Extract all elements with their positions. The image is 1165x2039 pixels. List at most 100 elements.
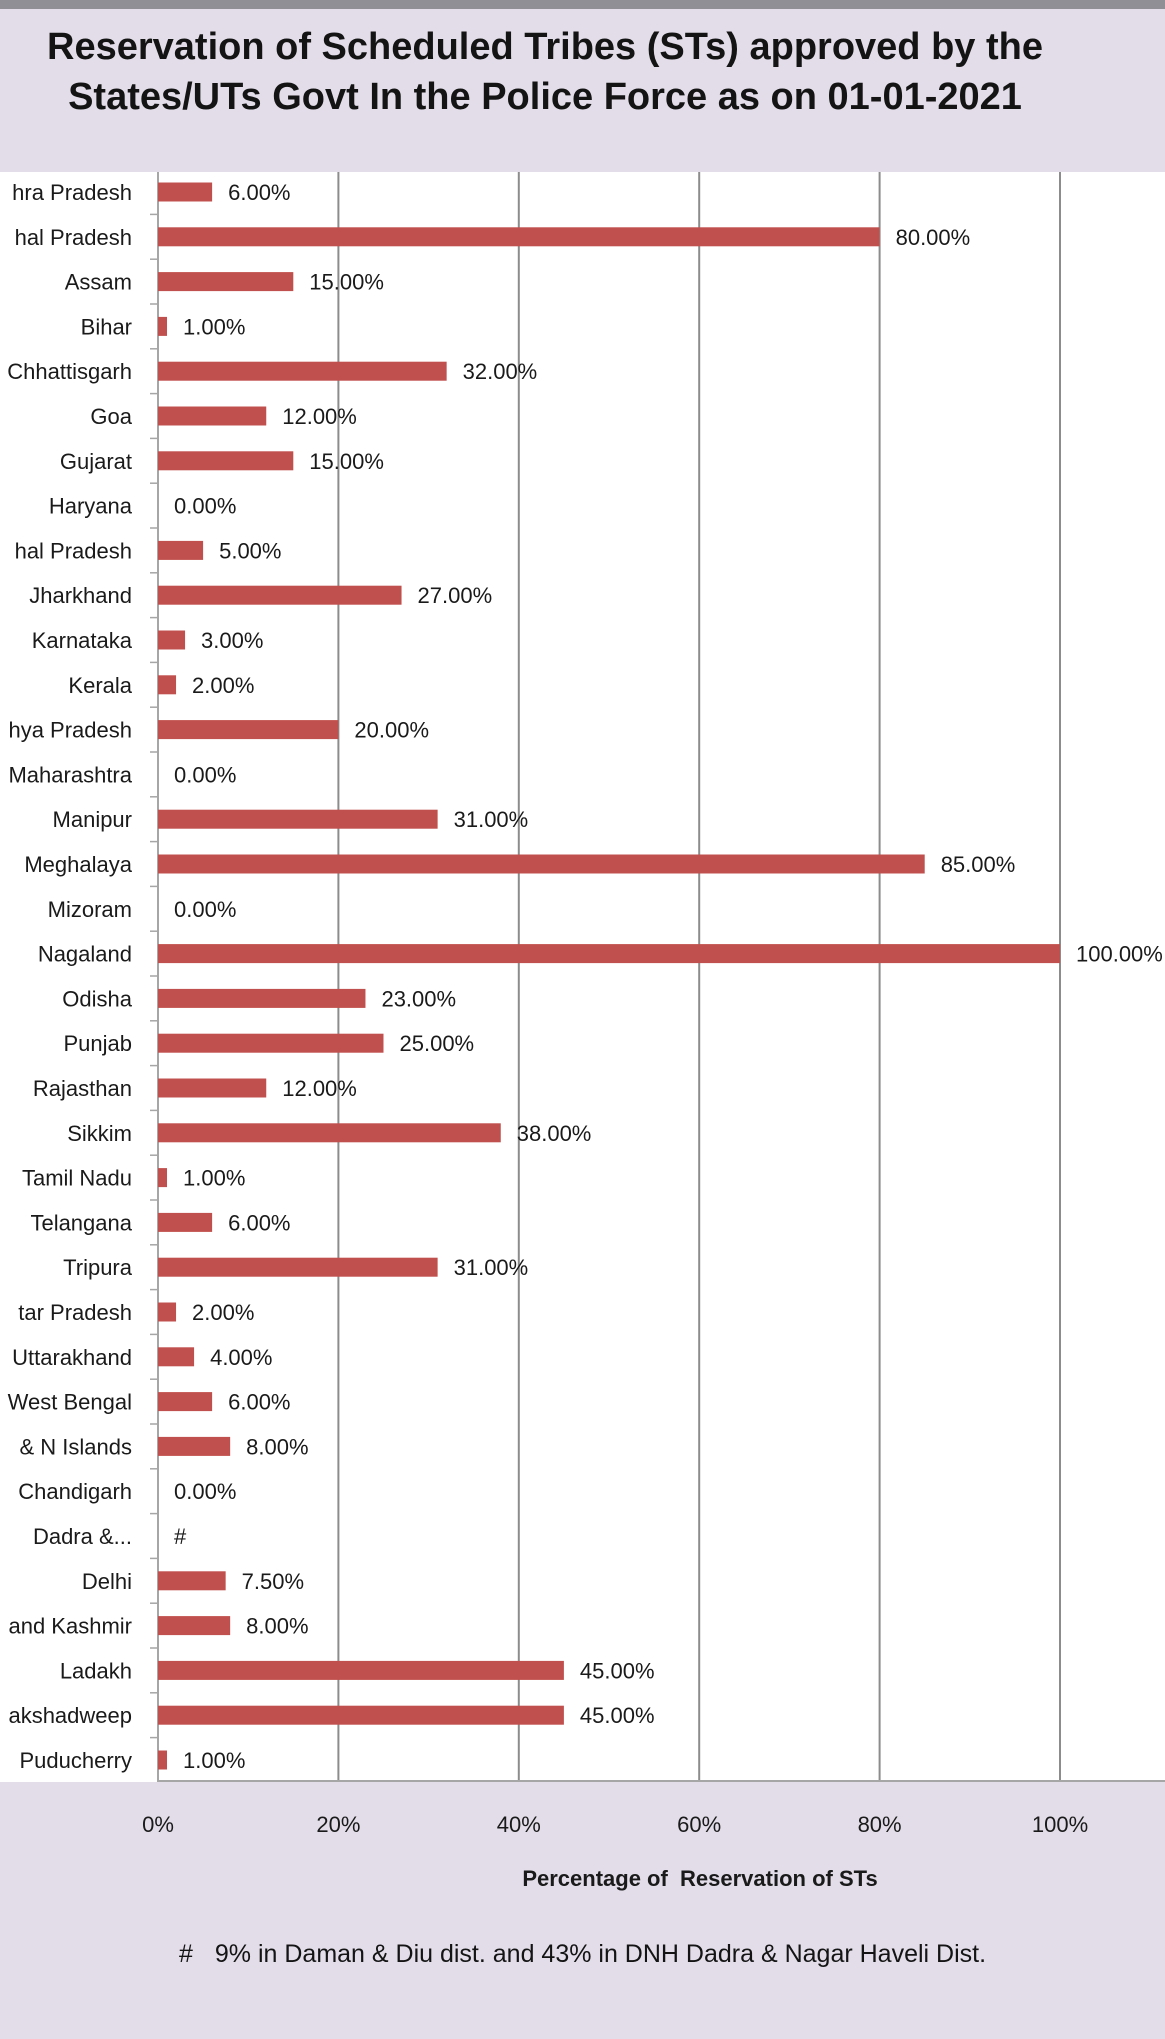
footnote-mark: # bbox=[178, 1940, 193, 1968]
category-label: Tamil Nadu bbox=[22, 1166, 132, 1191]
category-label: Manipur bbox=[53, 807, 132, 832]
category-label: Chandigarh bbox=[18, 1479, 132, 1504]
data-label: 15.00% bbox=[309, 270, 384, 295]
data-label: 0.00% bbox=[174, 897, 236, 922]
category-label: Mizoram bbox=[48, 897, 132, 922]
bar bbox=[158, 1392, 213, 1412]
bar bbox=[158, 1436, 231, 1456]
bar bbox=[158, 272, 294, 292]
x-tick-label: 20% bbox=[316, 1812, 361, 1837]
category-label: hal Pradesh bbox=[15, 225, 132, 250]
plot-area: hra Pradesh 6.00% hal Pradesh 80.00% Assam 15… bbox=[0, 172, 1165, 1782]
bar bbox=[158, 809, 438, 829]
x-tick-label: 60% bbox=[677, 1812, 722, 1837]
data-label: 25.00% bbox=[400, 1031, 475, 1056]
data-label: 20.00% bbox=[354, 718, 429, 743]
category-label: tar Pradesh bbox=[18, 1300, 132, 1325]
bar bbox=[158, 720, 339, 740]
data-label: 1.00% bbox=[183, 1166, 245, 1191]
top-rule bbox=[0, 0, 1165, 9]
category-label: Rajasthan bbox=[33, 1076, 132, 1101]
x-tick-label: 100% bbox=[1031, 1812, 1089, 1837]
category-label: Odisha bbox=[62, 986, 132, 1011]
bar bbox=[158, 540, 204, 560]
category-label: Assam bbox=[65, 270, 132, 295]
x-tick-label: 40% bbox=[496, 1812, 541, 1837]
category-label: Ladakh bbox=[60, 1658, 132, 1683]
category-label: Kerala bbox=[68, 673, 132, 698]
category-label: Nagaland bbox=[38, 942, 132, 967]
bar bbox=[158, 1660, 564, 1680]
category-label: Dadra &... bbox=[33, 1524, 132, 1549]
bar bbox=[158, 1616, 231, 1636]
data-label: 1.00% bbox=[183, 1748, 245, 1773]
bar bbox=[158, 1078, 267, 1098]
data-label: 85.00% bbox=[941, 852, 1016, 877]
data-label: 15.00% bbox=[309, 449, 384, 474]
x-axis-title: Percentage of Reservation of STs bbox=[522, 1866, 878, 1891]
x-tick-label: 80% bbox=[857, 1812, 902, 1837]
category-label: Chhattisgarh bbox=[7, 359, 132, 384]
category-label: and Kashmir bbox=[8, 1614, 132, 1639]
category-label: Goa bbox=[90, 404, 132, 429]
category-label: Gujarat bbox=[60, 449, 132, 474]
data-label: 0.00% bbox=[174, 762, 236, 787]
category-label: hra Pradesh bbox=[12, 180, 132, 205]
category-label: Meghalaya bbox=[24, 852, 132, 877]
bar bbox=[158, 1257, 438, 1277]
data-label: 8.00% bbox=[246, 1614, 308, 1639]
data-label: 31.00% bbox=[454, 1255, 529, 1280]
category-label: Haryana bbox=[49, 494, 133, 519]
bar bbox=[158, 1705, 564, 1725]
bar bbox=[158, 182, 213, 202]
data-label: 80.00% bbox=[896, 225, 971, 250]
data-label: 45.00% bbox=[580, 1658, 655, 1683]
bar bbox=[158, 451, 294, 471]
bar-chart: hra Pradesh 6.00% hal Pradesh 80.00% Assam 15… bbox=[7, 172, 1165, 1782]
bar bbox=[158, 316, 168, 336]
data-label: 8.00% bbox=[246, 1434, 308, 1459]
data-label: 2.00% bbox=[192, 673, 254, 698]
bar bbox=[158, 1168, 168, 1188]
category-label: & N Islands bbox=[20, 1434, 133, 1459]
data-label: 6.00% bbox=[228, 1390, 290, 1415]
data-label: 38.00% bbox=[517, 1121, 592, 1146]
data-label: 100.00% bbox=[1076, 942, 1163, 967]
category-label: hal Pradesh bbox=[15, 538, 132, 563]
data-label: 6.00% bbox=[228, 1210, 290, 1235]
category-label: Tripura bbox=[63, 1255, 133, 1280]
bar bbox=[158, 585, 402, 605]
data-label: 23.00% bbox=[381, 986, 456, 1011]
data-label: 12.00% bbox=[282, 1076, 357, 1101]
data-label: 6.00% bbox=[228, 180, 290, 205]
bar bbox=[158, 944, 1060, 964]
bar bbox=[158, 854, 925, 874]
x-tick-label: 0% bbox=[142, 1812, 174, 1837]
bar bbox=[158, 1571, 226, 1591]
category-label: Delhi bbox=[82, 1569, 132, 1594]
data-label: 0.00% bbox=[174, 494, 236, 519]
category-label: Jharkhand bbox=[29, 583, 132, 608]
bar bbox=[158, 227, 880, 247]
category-label: Karnataka bbox=[32, 628, 133, 653]
data-label: 5.00% bbox=[219, 538, 281, 563]
footnote-text: 9% in Daman & Diu dist. and 43% in DNH D… bbox=[214, 1940, 987, 1968]
category-label: Puducherry bbox=[19, 1748, 132, 1773]
category-label: West Bengal bbox=[8, 1390, 132, 1415]
bar bbox=[158, 406, 267, 426]
data-label: 7.50% bbox=[242, 1569, 304, 1594]
data-label: 45.00% bbox=[580, 1703, 655, 1728]
bar bbox=[158, 1212, 213, 1232]
data-label: 27.00% bbox=[418, 583, 493, 608]
data-label: 12.00% bbox=[282, 404, 357, 429]
category-label: Telangana bbox=[30, 1210, 132, 1235]
footnote: #9% in Daman & Diu dist. and 43% in DNH … bbox=[0, 1940, 1165, 1969]
chart-title: Reservation of Scheduled Tribes (STs) ap… bbox=[47, 26, 1043, 118]
category-label: Punjab bbox=[63, 1031, 132, 1056]
data-label: # bbox=[174, 1524, 187, 1549]
bar bbox=[158, 675, 177, 695]
data-label: 31.00% bbox=[454, 807, 529, 832]
bar bbox=[158, 988, 366, 1008]
bar bbox=[158, 1033, 384, 1053]
bar bbox=[158, 1123, 501, 1143]
